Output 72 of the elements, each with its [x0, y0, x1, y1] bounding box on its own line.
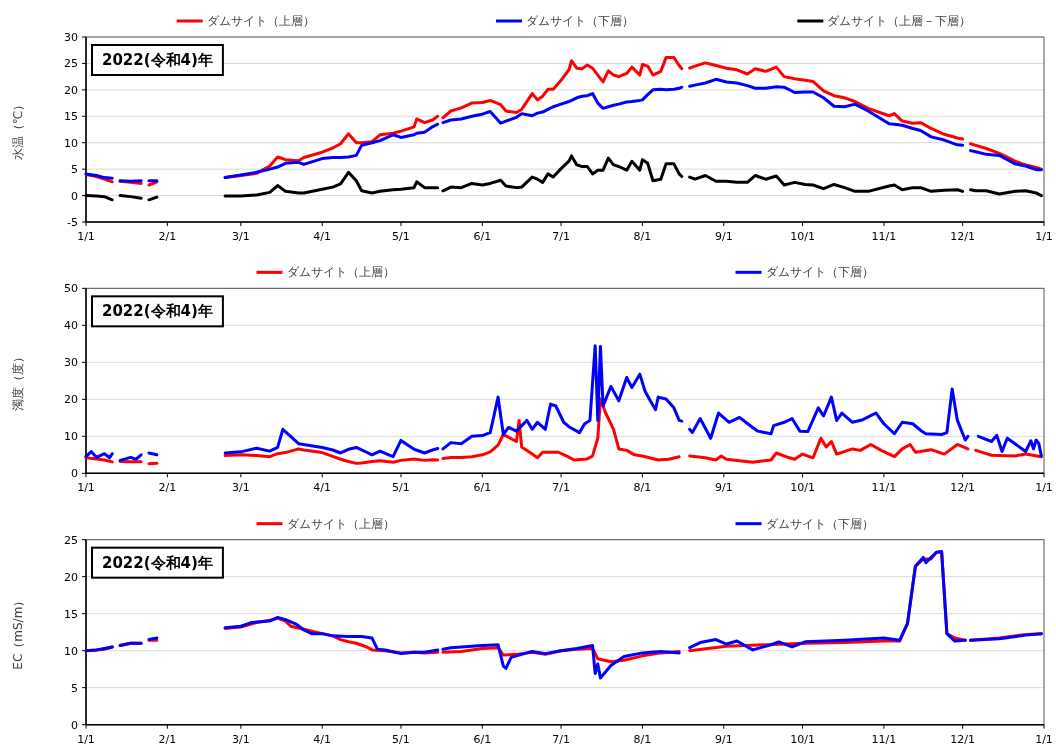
- x-tick-label: 3/1: [232, 481, 250, 495]
- legend-label: ダムサイト（下層）: [765, 516, 874, 531]
- x-tick-label: 4/1: [313, 732, 332, 746]
- x-tick-label: 2/1: [158, 230, 177, 243]
- x-tick-label: 7/1: [552, 230, 570, 243]
- x-tick-label: 1/1: [1035, 230, 1053, 243]
- legend-label: ダムサイト（上層－下層）: [827, 14, 972, 28]
- x-tick-label: 5/1: [392, 732, 410, 746]
- x-tick-label: 5/1: [392, 481, 410, 495]
- x-tick-label: 6/1: [473, 230, 492, 243]
- y-axis-title: EC（mS/m）: [11, 594, 25, 670]
- text: 2022(令和4)年: [102, 302, 213, 321]
- y-tick-label: 5: [71, 163, 78, 177]
- x-tick-label: 1/1: [77, 732, 95, 746]
- x-tick-label: 9/1: [714, 481, 733, 495]
- x-tick-label: 11/1: [871, 230, 897, 243]
- y-axis-title: 水温（℃）: [11, 98, 25, 161]
- y-tick-label: 15: [64, 607, 78, 621]
- x-tick-label: 12/1: [950, 732, 975, 746]
- y-tick-label: 30: [64, 356, 78, 370]
- text: 2022(令和4)年: [102, 51, 213, 69]
- x-tick-label: 7/1: [552, 481, 570, 495]
- y-tick-label: 20: [64, 570, 78, 584]
- y-tick-label: 40: [64, 319, 78, 333]
- y-tick-label: 20: [64, 393, 78, 407]
- legend-label: ダムサイト（上層）: [286, 265, 395, 280]
- y-axis-title: 濁度（度）: [11, 350, 25, 411]
- x-tick-label: 11/1: [871, 732, 897, 746]
- y-tick-label: 25: [64, 533, 78, 547]
- x-tick-label: 8/1: [633, 230, 652, 243]
- x-tick-label: 4/1: [313, 230, 332, 243]
- y-tick-label: 10: [64, 644, 78, 658]
- y-tick-label: 30: [64, 31, 78, 44]
- legend-label: ダムサイト（下層）: [526, 14, 634, 28]
- y-tick-label: 25: [64, 57, 78, 71]
- x-tick-label: 10/1: [790, 732, 815, 746]
- x-tick-label: 2/1: [158, 732, 177, 746]
- x-tick-label: 6/1: [473, 481, 492, 495]
- x-tick-label: 1/1: [77, 481, 95, 495]
- x-tick-label: 8/1: [633, 732, 652, 746]
- x-tick-label: 7/1: [552, 732, 570, 746]
- x-tick-label: 1/1: [1035, 732, 1053, 746]
- x-tick-label: 12/1: [950, 230, 975, 243]
- x-tick-label: 6/1: [473, 732, 492, 746]
- y-tick-label: 20: [64, 83, 78, 97]
- legend-label: ダムサイト（上層）: [206, 14, 315, 28]
- x-tick-label: 3/1: [232, 732, 250, 746]
- x-tick-label: 10/1: [790, 481, 815, 495]
- legend-label: ダムサイト（上層）: [286, 516, 395, 531]
- x-tick-label: 1/1: [1035, 481, 1053, 495]
- x-tick-label: 3/1: [232, 230, 250, 243]
- y-tick-label: 0: [71, 467, 78, 481]
- y-tick-label: 50: [64, 282, 78, 296]
- y-tick-label: 5: [71, 681, 78, 695]
- x-tick-label: 12/1: [950, 481, 975, 495]
- y-tick-label: 0: [71, 189, 78, 203]
- x-tick-label: 11/1: [871, 481, 897, 495]
- legend-label: ダムサイト（下層）: [765, 265, 874, 280]
- x-tick-label: 5/1: [392, 230, 410, 243]
- x-tick-label: 8/1: [633, 481, 652, 495]
- x-tick-label: 4/1: [313, 481, 332, 495]
- x-tick-label: 1/1: [77, 230, 95, 243]
- y-tick-label: 10: [64, 136, 78, 150]
- x-tick-label: 9/1: [714, 732, 733, 746]
- x-tick-label: 2/1: [158, 481, 177, 495]
- y-tick-label: 0: [71, 718, 78, 732]
- x-tick-label: 9/1: [714, 230, 733, 243]
- text: 2022(令和4)年: [102, 553, 213, 572]
- y-tick-label: -5: [67, 216, 78, 229]
- y-tick-label: 15: [64, 110, 78, 124]
- y-tick-label: 10: [64, 430, 78, 444]
- x-tick-label: 10/1: [790, 230, 815, 243]
